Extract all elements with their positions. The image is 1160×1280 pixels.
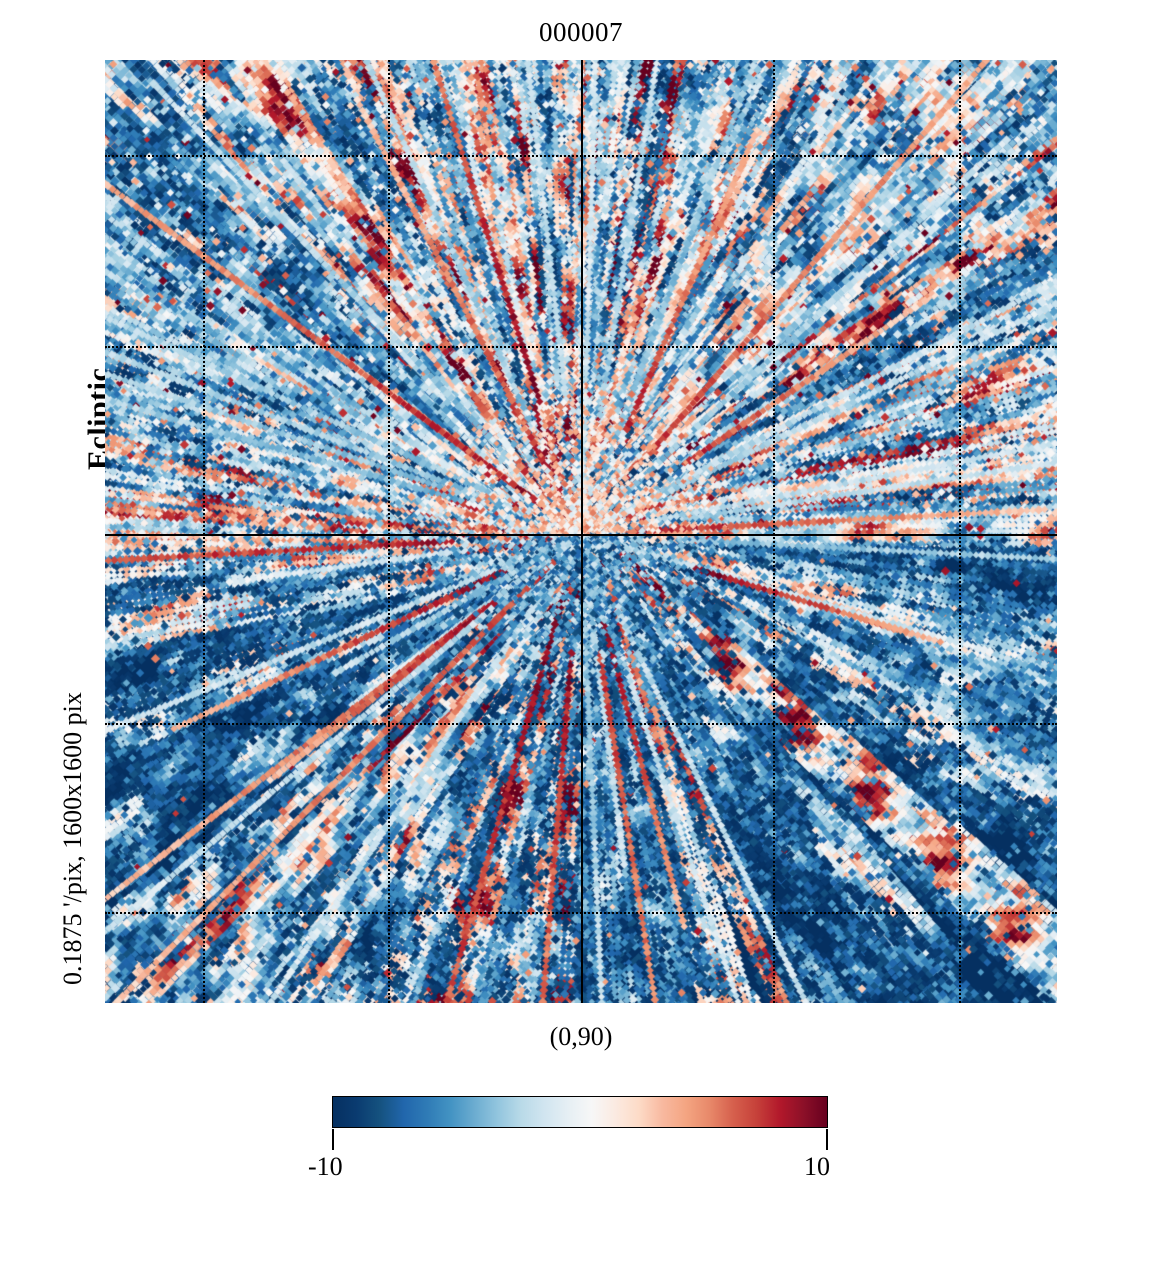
- page-title: 000007: [539, 17, 623, 47]
- sky-map-panel[interactable]: [105, 60, 1057, 1003]
- crosshair-vertical: [581, 60, 583, 1003]
- colorbar-tick-min: [332, 1129, 334, 1150]
- colorbar-label-min: -10: [308, 1152, 343, 1181]
- colorbar-gradient: [332, 1096, 828, 1128]
- colorbar-tick-max: [826, 1129, 828, 1150]
- colorbar-label-max: 10: [804, 1152, 830, 1181]
- crosshair-horizontal: [105, 534, 1057, 537]
- axis-label-center-coords: (0,90): [549, 1022, 613, 1051]
- axis-label-scale: 0.1875 '/pix, 1600x1600 pix: [58, 692, 87, 985]
- colorbar[interactable]: -10 10: [308, 1096, 830, 1181]
